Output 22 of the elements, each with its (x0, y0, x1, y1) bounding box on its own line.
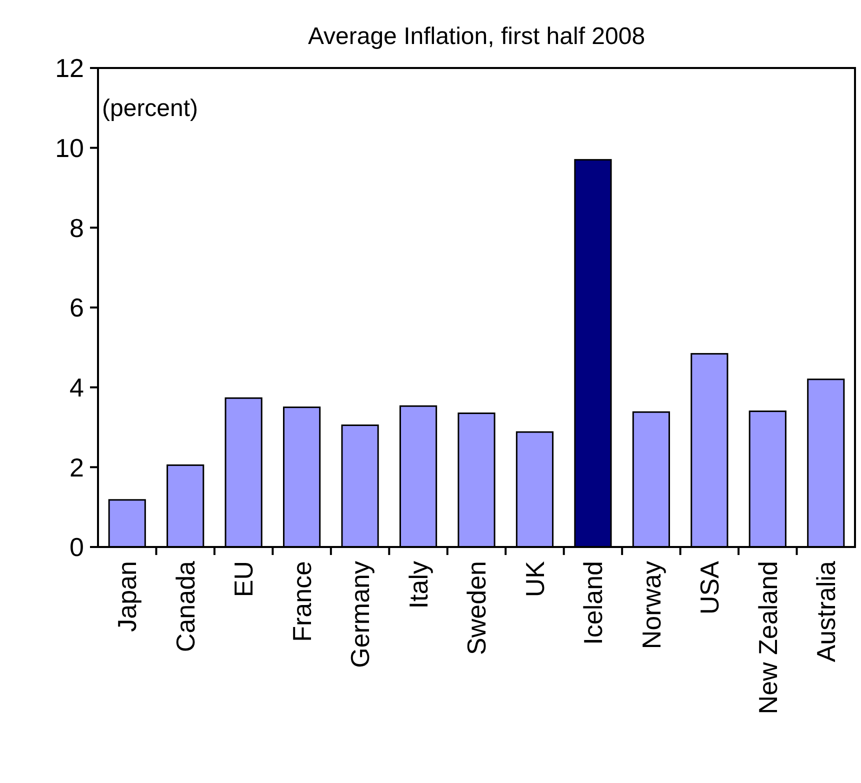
x-tick-label: Norway (636, 561, 666, 650)
x-tick-label: Australia (810, 560, 841, 662)
y-tick-label: 0 (70, 532, 84, 562)
x-tick-label: Germany (345, 561, 376, 668)
y-tick-label: 10 (55, 132, 84, 163)
x-tick-label: Italy (403, 561, 434, 609)
x-tick-label: USA (694, 560, 725, 614)
x-tick-label: EU (228, 561, 259, 598)
x-tick-label: France (286, 561, 317, 642)
x-tick-label: Sweden (462, 561, 492, 655)
y-axis-title: (percent) (102, 95, 198, 122)
y-tick-label: 6 (70, 292, 84, 323)
x-tick-label: Iceland (578, 561, 608, 645)
x-tick-label: UK (520, 560, 550, 598)
y-tick-label: 2 (70, 452, 84, 482)
x-tick-label: New Zealand (752, 561, 783, 714)
x-tick-label: Canada (170, 560, 200, 652)
y-tick-label: 4 (70, 372, 84, 402)
chart-title: Average Inflation, first half 2008 (308, 23, 646, 50)
y-tick-label: 12 (55, 53, 84, 84)
y-tick-label: 8 (70, 212, 84, 243)
x-tick-label: Japan (112, 561, 142, 632)
